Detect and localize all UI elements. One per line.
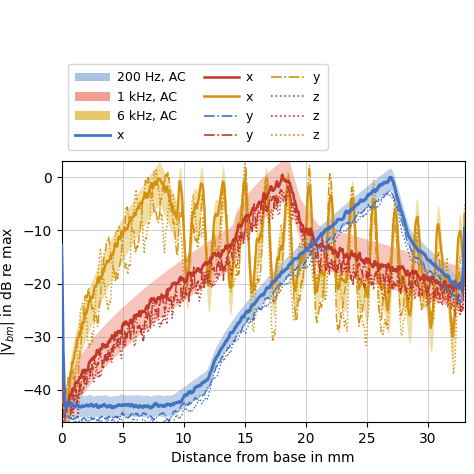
Legend: 200 Hz, AC, 1 kHz, AC, 6 kHz, AC, x, x, x, y, y, y, z, z, z: 200 Hz, AC, 1 kHz, AC, 6 kHz, AC, x, x, … — [68, 64, 328, 150]
Y-axis label: |V$_{bm}$| in dB re max: |V$_{bm}$| in dB re max — [0, 227, 17, 356]
X-axis label: Distance from base in mm: Distance from base in mm — [171, 451, 355, 465]
